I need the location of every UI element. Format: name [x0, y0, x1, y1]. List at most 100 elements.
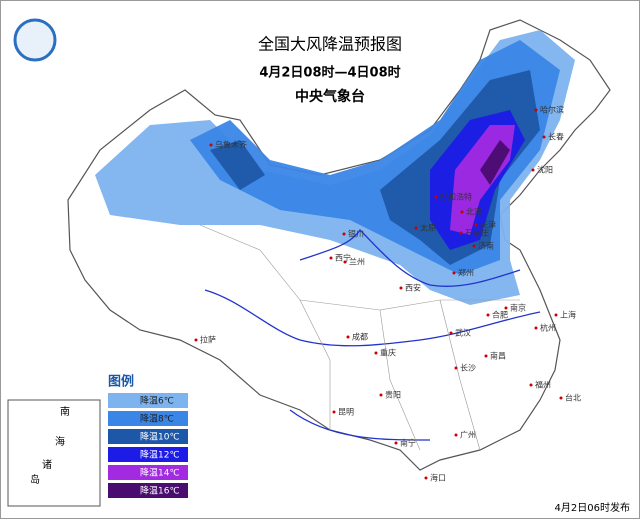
city-dot — [399, 286, 403, 290]
issuer: 中央气象台 — [295, 88, 365, 105]
city-label: 南京 — [510, 303, 526, 313]
city-label: 兰州 — [349, 257, 365, 267]
legend-label: 降温6℃ — [140, 395, 174, 407]
city-label: 石家庄 — [465, 228, 489, 238]
legend: 降温6℃ 降温8℃ 降温10℃ 降温12℃ 降温14℃ 降温16℃ — [108, 393, 188, 498]
city-label: 长沙 — [460, 363, 476, 373]
city-label: 哈尔滨 — [540, 105, 564, 115]
inset-label: 岛 — [30, 473, 40, 486]
city-dot — [459, 231, 463, 235]
inset-label: 南 — [60, 405, 70, 418]
city-label: 济南 — [478, 241, 494, 251]
city-label: 杭州 — [540, 323, 556, 333]
legend-swatch — [108, 483, 188, 498]
legend-swatch — [108, 411, 188, 426]
city-label: 郑州 — [458, 268, 474, 278]
city-dot — [454, 433, 458, 437]
city-dot — [343, 260, 347, 264]
city-dot — [374, 351, 378, 355]
city-label: 银川 — [348, 229, 364, 239]
city-dot — [531, 168, 535, 172]
border — [439, 299, 481, 451]
city-label: 南宁 — [400, 438, 416, 448]
cooling-bands — [95, 30, 575, 305]
city-label: 西安 — [405, 283, 421, 293]
city-dot — [454, 366, 458, 370]
city-label: 北京 — [466, 207, 482, 217]
city-dot — [194, 338, 198, 342]
city-label: 沈阳 — [537, 165, 553, 175]
legend-swatch — [108, 429, 188, 444]
logo — [13, 18, 57, 62]
legend-swatch — [108, 393, 188, 408]
city-label: 福州 — [535, 381, 551, 390]
city-dot — [449, 331, 453, 335]
city-dot — [486, 313, 490, 317]
city-label: 乌鲁木齐 — [215, 140, 247, 150]
border — [379, 309, 421, 451]
city-label: 武汉 — [455, 328, 471, 338]
period: 4月2日08时—4日08时 — [259, 65, 400, 81]
city-dot — [452, 271, 456, 275]
pearl-river — [289, 409, 431, 441]
city-dot — [504, 306, 508, 310]
city-dot — [542, 135, 546, 139]
legend-label: 降温8℃ — [140, 413, 174, 425]
city-dot — [424, 476, 428, 480]
inset-label: 海 — [55, 435, 65, 448]
city-dot — [394, 441, 398, 445]
city-label: 上海 — [560, 310, 576, 320]
city-dot — [534, 326, 538, 330]
city-label: 海口 — [430, 473, 446, 483]
city-dot — [460, 210, 464, 214]
city-dot — [474, 223, 478, 227]
rivers — [204, 228, 541, 441]
legend-label: 降温14℃ — [140, 467, 180, 479]
inset-label: 诸 — [42, 459, 52, 471]
city-label: 天津 — [480, 220, 496, 230]
yellow-river — [299, 228, 521, 287]
city-dot — [414, 226, 418, 230]
city-label: 西宁 — [335, 253, 351, 263]
cooling-band — [210, 140, 265, 190]
city-dot — [332, 410, 336, 414]
city-label: 成都 — [352, 332, 368, 342]
city-dot — [472, 244, 476, 248]
city-label: 贵阳 — [385, 390, 401, 400]
city-label: 拉萨 — [200, 335, 216, 345]
city-label: 呼和浩特 — [440, 192, 472, 202]
legend-label: 降温10℃ — [140, 431, 180, 443]
city-label: 太原 — [420, 223, 436, 233]
city-label: 昆明 — [338, 408, 354, 417]
city-dot — [559, 396, 563, 400]
title: 全国大风降温预报图 — [258, 35, 402, 54]
city-label: 合肥 — [492, 310, 508, 320]
city-dot — [529, 383, 533, 387]
cooling-band — [480, 140, 510, 185]
yangtze — [204, 289, 541, 347]
city-dot — [209, 143, 213, 147]
provinces — [199, 224, 520, 451]
legend-label: 降温12℃ — [140, 449, 180, 461]
legend-swatch — [108, 447, 188, 462]
city-label: 长春 — [548, 132, 564, 142]
city-dot — [554, 313, 558, 317]
city-dot — [534, 108, 538, 112]
city-dot — [346, 335, 350, 339]
city-label: 广州 — [460, 430, 476, 440]
city-dot — [342, 232, 346, 236]
inset-box — [7, 399, 101, 507]
legend-swatch — [108, 465, 188, 480]
city-label: 重庆 — [380, 348, 396, 358]
city-label: 台北 — [565, 393, 581, 403]
city-dot — [434, 195, 438, 199]
footer: 4月2日06时发布 — [555, 501, 630, 514]
city-dot — [329, 256, 333, 260]
legend-title: 图例 — [108, 374, 134, 390]
city-label: 南昌 — [490, 351, 506, 361]
city-dot — [484, 354, 488, 358]
